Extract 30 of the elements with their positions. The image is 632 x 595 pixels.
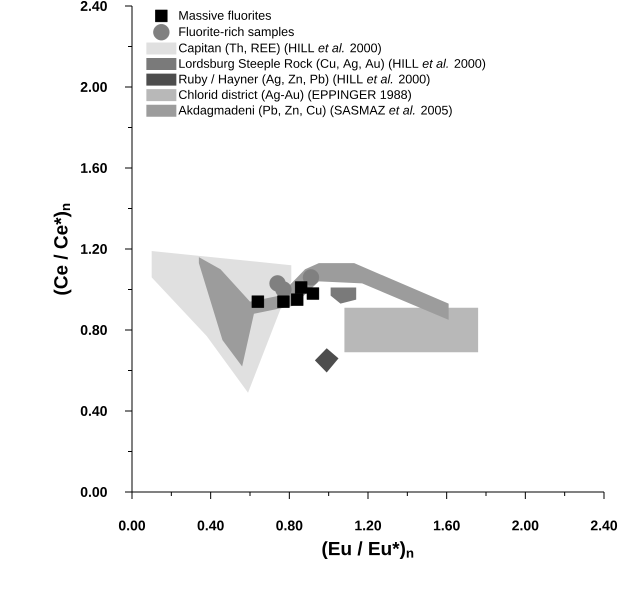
x-tick-label: 0.00 bbox=[118, 520, 146, 530]
y-tick-label: 0.40 bbox=[80, 406, 107, 416]
point bbox=[252, 295, 264, 308]
y-axis-title: (Ce / Ce*)$_{n}$ bbox=[54, 204, 72, 295]
x-tick-label: 0.80 bbox=[276, 520, 302, 530]
legend-label: Ruby / Hayner (Ag, Zn, Pb) (HILL et al. 2000) bbox=[179, 74, 430, 86]
legend-label: Capitan (Th, REE) (HILL et al. 2000) bbox=[178, 43, 381, 55]
legend-label: Massive fluorites bbox=[179, 10, 271, 20]
y-tick-label: 2.00 bbox=[80, 82, 107, 92]
legend-label: Lordsburg Steeple Rock (Cu, Ag, Au) (HILL et al. 2000) bbox=[179, 58, 486, 70]
point bbox=[275, 281, 292, 298]
y-tick-label: 1.20 bbox=[81, 244, 107, 254]
point bbox=[302, 269, 320, 286]
point bbox=[294, 281, 308, 294]
y-tick-label: 2.40 bbox=[80, 1, 107, 11]
point bbox=[306, 287, 320, 300]
legend-label: Chlorid district (Ag-Au) (EPPINGER 1988) bbox=[178, 90, 411, 102]
y-tick-label: 0.80 bbox=[80, 325, 107, 335]
y-tick-label: 1.60 bbox=[81, 163, 107, 173]
legend-label: Akdagmadeni (Pb, Zn, Cu) (SASMAZ et al. 2005) bbox=[178, 105, 452, 118]
legend-label: Fluorite-rich samples bbox=[179, 26, 294, 39]
x-tick-label: 2.00 bbox=[512, 520, 538, 530]
x-tick-label: 1.60 bbox=[434, 520, 460, 530]
point bbox=[291, 293, 304, 306]
x-axis-title: (Eu / Eu*)$_{n}$ bbox=[322, 541, 414, 560]
x-tick-label: 1.20 bbox=[355, 520, 382, 530]
x-tick-label: 0.40 bbox=[198, 520, 224, 530]
y-tick-label: 0.00 bbox=[80, 487, 107, 497]
x-tick-label: 2.40 bbox=[590, 520, 618, 530]
point bbox=[277, 295, 290, 308]
